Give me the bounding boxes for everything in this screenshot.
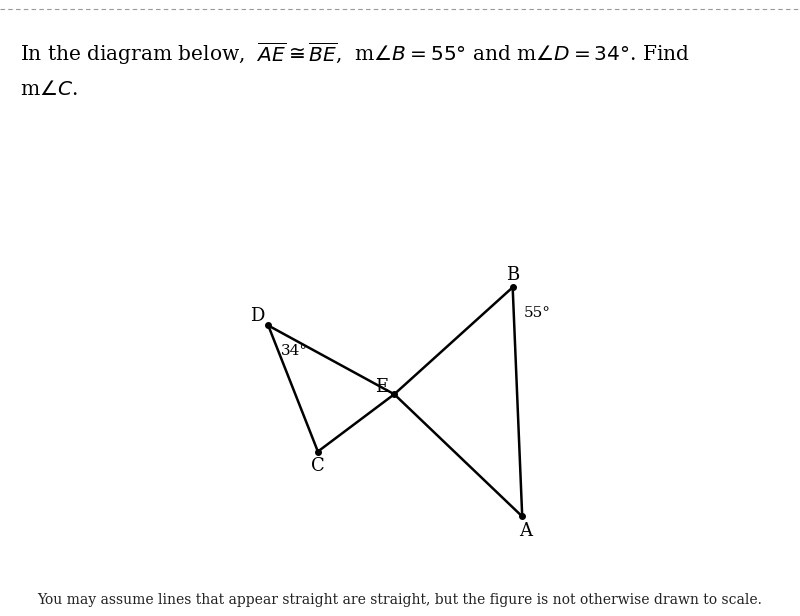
Text: 55°: 55° <box>523 306 550 320</box>
Text: You may assume lines that appear straight are straight, but the figure is not ot: You may assume lines that appear straigh… <box>38 593 762 607</box>
Text: A: A <box>518 522 532 540</box>
Text: E: E <box>375 378 389 396</box>
Text: In the diagram below,  $\overline{AE} \cong \overline{BE}$,  m$\angle B = 55°$ a: In the diagram below, $\overline{AE} \co… <box>20 40 690 67</box>
Text: C: C <box>311 457 325 475</box>
Text: D: D <box>250 307 265 325</box>
Text: m$\angle C$.: m$\angle C$. <box>20 80 78 99</box>
Text: 34°: 34° <box>281 344 307 358</box>
Text: B: B <box>506 266 519 284</box>
